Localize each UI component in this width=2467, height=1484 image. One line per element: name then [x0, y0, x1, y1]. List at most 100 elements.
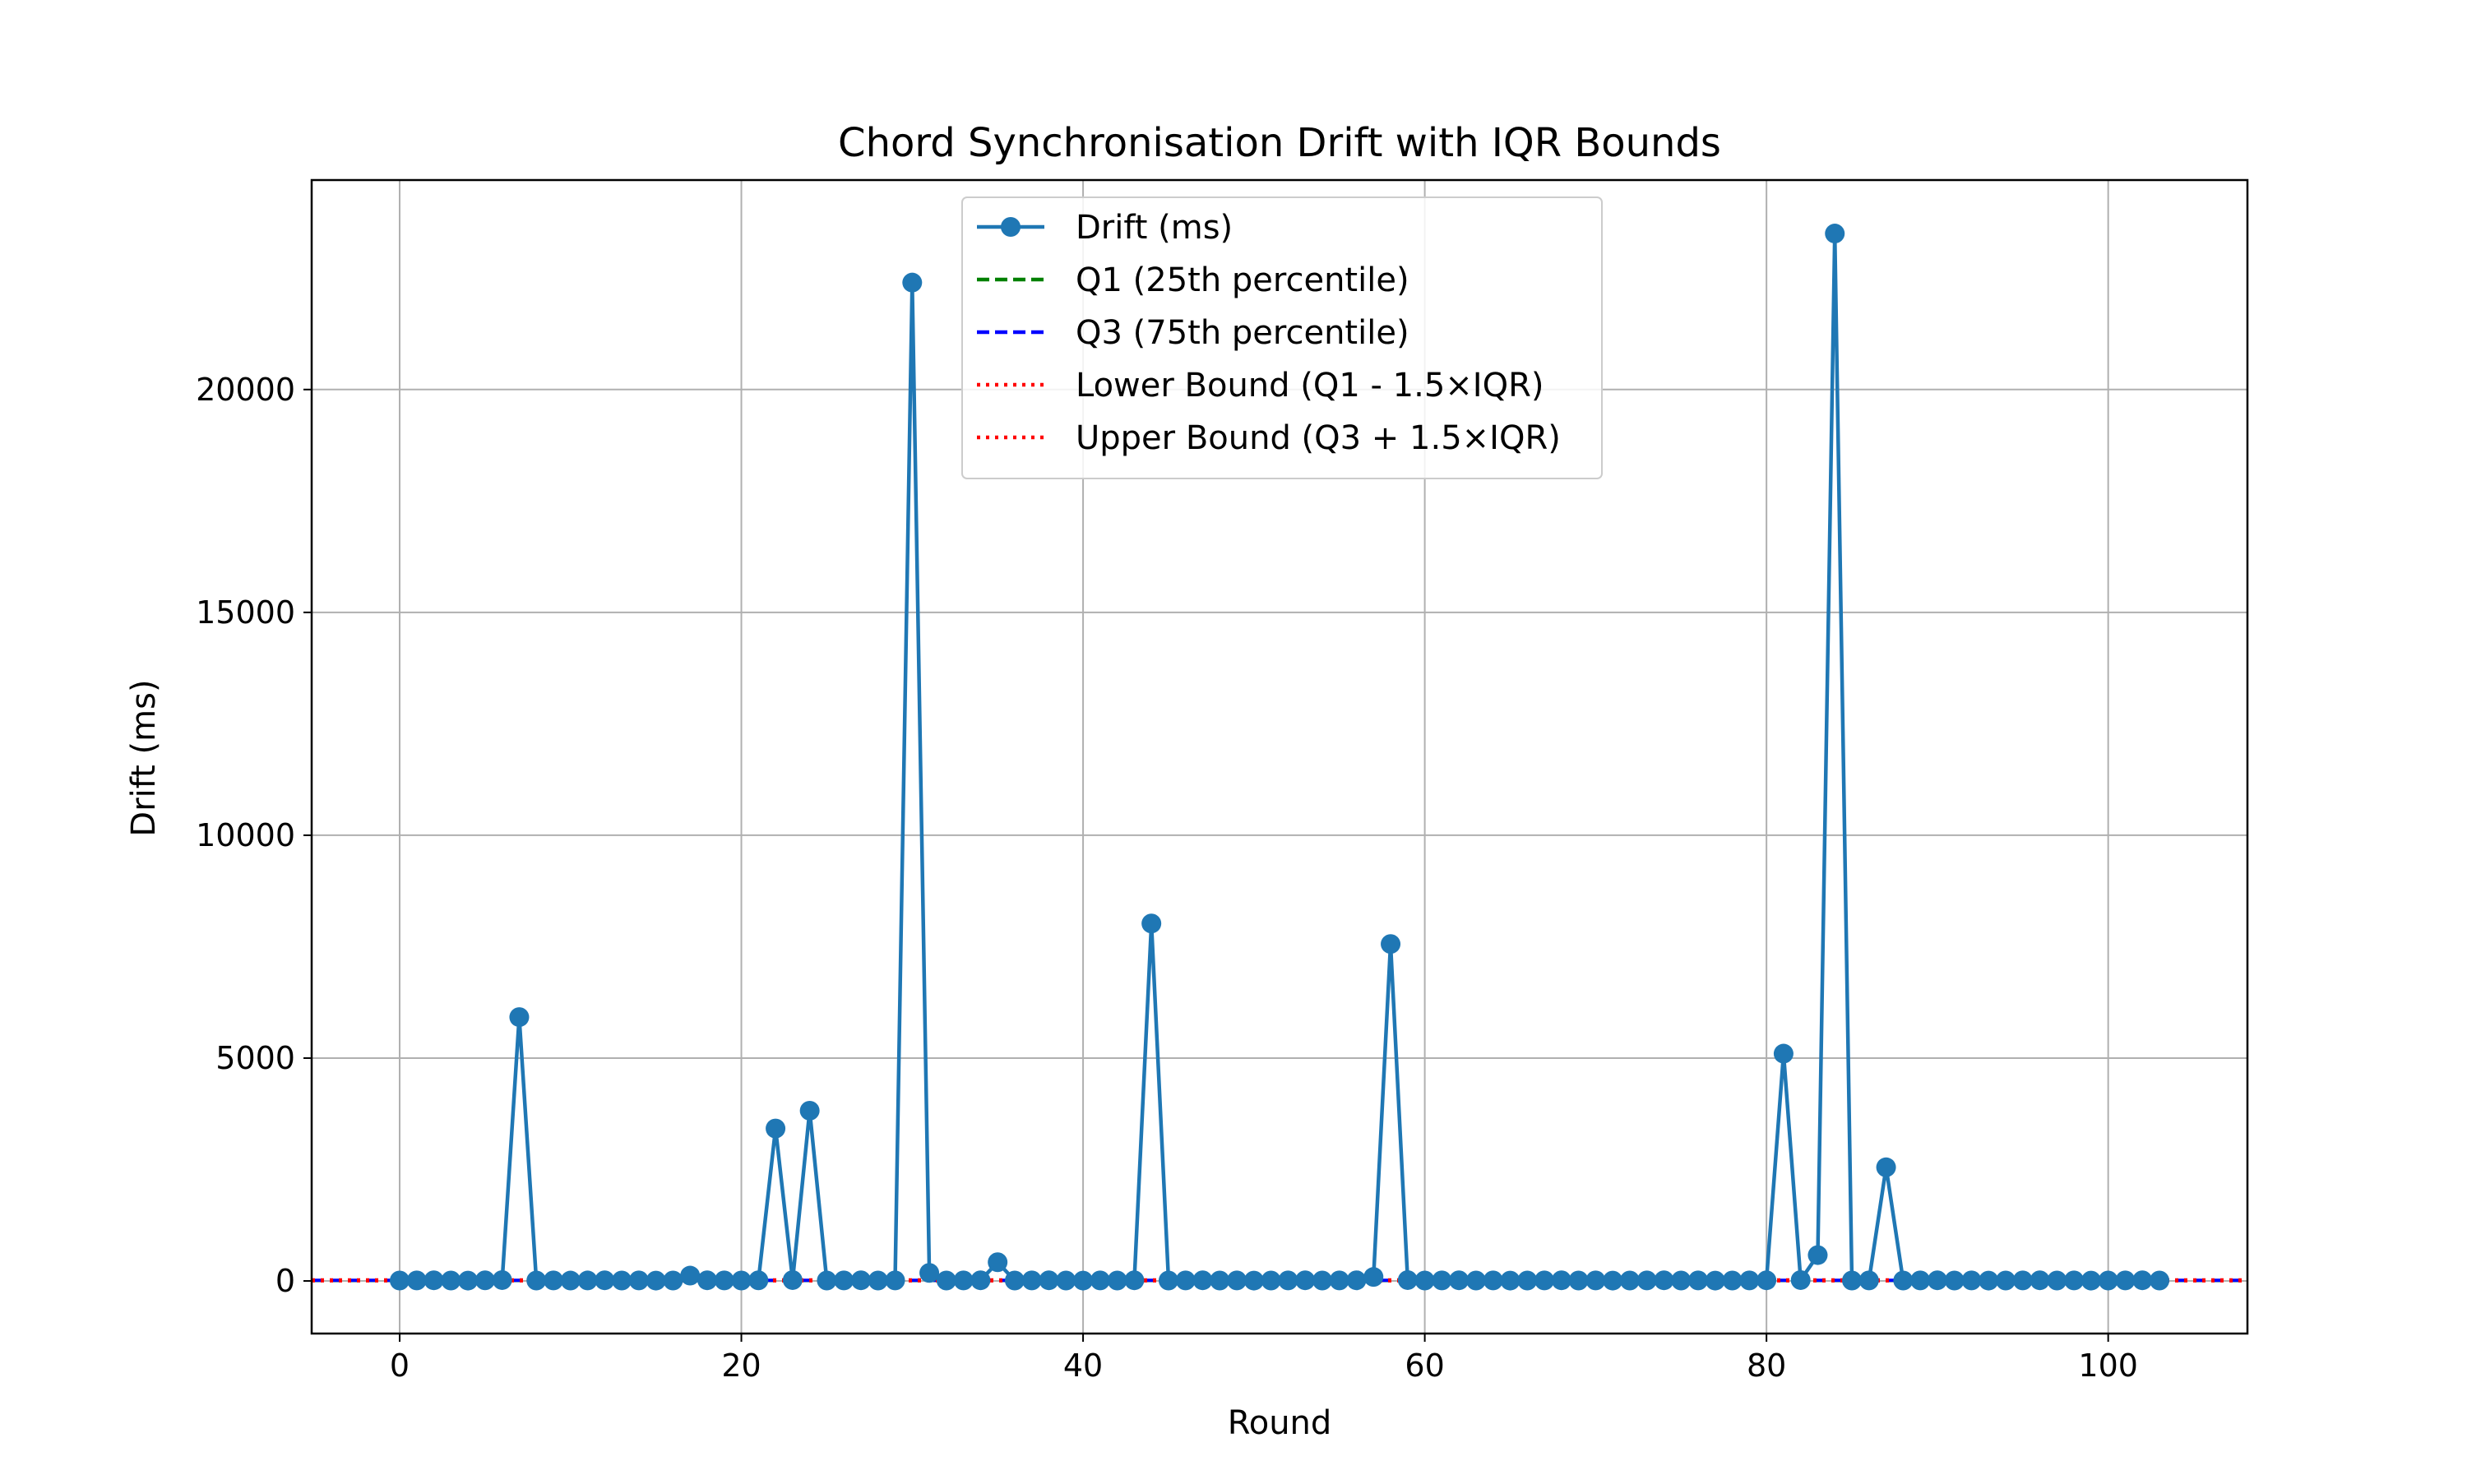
- drift-point: [1107, 1270, 1127, 1291]
- drift-point: [458, 1270, 479, 1291]
- drift-point: [868, 1270, 888, 1291]
- drift-point: [1858, 1270, 1879, 1291]
- drift-point: [1295, 1270, 1316, 1291]
- drift-point: [1483, 1270, 1503, 1291]
- x-tick-label: 100: [2078, 1348, 2138, 1384]
- drift-point: [1449, 1270, 1470, 1291]
- drift-point: [1346, 1270, 1367, 1291]
- drift-point: [1175, 1270, 1196, 1291]
- drift-point: [543, 1270, 563, 1291]
- drift-point: [680, 1265, 701, 1286]
- drift-point: [1688, 1270, 1709, 1291]
- axis-ticks: 0 20 40 60 80 100 0 5000 10000 15000 20000: [196, 372, 2138, 1384]
- legend-label-2: Q3 (75th percentile): [1076, 314, 1409, 352]
- drift-point: [2030, 1270, 2050, 1291]
- drift-point: [1073, 1270, 1094, 1291]
- drift-point: [577, 1270, 598, 1291]
- drift-point: [1790, 1269, 1811, 1290]
- drift-point: [1004, 1270, 1025, 1291]
- legend-marker-0: [1001, 217, 1021, 237]
- drift-point: [1329, 1270, 1349, 1291]
- drift-point: [509, 1007, 530, 1028]
- drift-point: [2012, 1270, 2033, 1291]
- drift-point: [1039, 1270, 1059, 1291]
- drift-point: [628, 1270, 649, 1291]
- drift-point: [1757, 1270, 1777, 1291]
- drift-point: [595, 1270, 615, 1291]
- x-tick-label: 20: [721, 1348, 761, 1384]
- drift-point: [714, 1270, 734, 1291]
- drift-point: [1397, 1269, 1418, 1290]
- drift-point: [1210, 1270, 1230, 1291]
- drift-point: [885, 1270, 905, 1291]
- drift-point: [1636, 1270, 1657, 1291]
- drift-point: [919, 1263, 940, 1283]
- drift-point: [2047, 1270, 2067, 1291]
- y-tick-label: 15000: [196, 594, 295, 631]
- drift-point: [1910, 1270, 1931, 1291]
- drift-series: [390, 224, 2169, 1291]
- drift-point: [1551, 1270, 1571, 1291]
- chart-title: Chord Synchronisation Drift with IQR Bou…: [838, 120, 1721, 166]
- drift-point: [1192, 1270, 1213, 1291]
- legend-label-0: Drift (ms): [1076, 209, 1233, 247]
- x-tick-label: 80: [1747, 1348, 1786, 1384]
- drift-point: [1671, 1270, 1692, 1291]
- drift-point: [1414, 1270, 1435, 1291]
- x-tick-label: 0: [390, 1348, 410, 1384]
- drift-point: [441, 1270, 461, 1291]
- drift-point: [1825, 224, 1845, 244]
- drift-point: [560, 1270, 581, 1291]
- drift-point: [646, 1270, 666, 1291]
- drift-point: [748, 1270, 769, 1291]
- drift-point: [492, 1269, 512, 1290]
- legend-box: [961, 196, 1603, 479]
- plot-area-frame: [310, 178, 2249, 1335]
- drift-point: [731, 1270, 752, 1291]
- legend: Drift (ms) Q1 (25th percentile) Q3 (75th p…: [961, 196, 1603, 479]
- drift-point: [526, 1270, 547, 1291]
- drift-point: [817, 1270, 837, 1291]
- legend-label-4: Upper Bound (Q3 + 1.5×IQR): [1076, 419, 1561, 457]
- drift-point: [1619, 1270, 1640, 1291]
- drift-point: [406, 1270, 427, 1291]
- drift-point: [799, 1100, 820, 1121]
- drift-point: [1124, 1270, 1145, 1291]
- drift-point: [1312, 1270, 1332, 1291]
- drift-point: [1961, 1270, 1982, 1291]
- drift-point: [1261, 1270, 1281, 1291]
- y-tick-label: 10000: [196, 817, 295, 853]
- drift-point: [1090, 1270, 1110, 1291]
- drift-point: [1893, 1270, 1914, 1291]
- drift-point: [766, 1118, 786, 1139]
- drift-point: [1141, 913, 1162, 934]
- drift-point: [2098, 1270, 2118, 1291]
- drift-point: [1585, 1270, 1606, 1291]
- drift-point: [1465, 1270, 1486, 1291]
- drift-point: [1979, 1270, 1999, 1291]
- drift-point: [424, 1270, 444, 1291]
- drift-point: [782, 1269, 803, 1290]
- drift-point: [1021, 1270, 1042, 1291]
- drift-point: [1654, 1270, 1674, 1291]
- drift-point: [1432, 1270, 1452, 1291]
- drift-point: [697, 1270, 717, 1291]
- drift-point: [2132, 1270, 2153, 1291]
- legend-label-3: Lower Bound (Q1 - 1.5×IQR): [1076, 367, 1544, 405]
- drift-point: [474, 1270, 495, 1291]
- drift-point: [1363, 1267, 1384, 1288]
- drift-point: [953, 1270, 974, 1291]
- drift-point: [612, 1270, 632, 1291]
- drift-point: [1500, 1270, 1520, 1291]
- drift-point: [1603, 1270, 1623, 1291]
- drift-point: [936, 1270, 956, 1291]
- drift-point: [1807, 1245, 1828, 1265]
- x-axis-label: Round: [1228, 1404, 1332, 1442]
- drift-point: [988, 1252, 1008, 1273]
- drift-point: [970, 1270, 991, 1291]
- drift-point: [1568, 1270, 1589, 1291]
- drift-point: [1227, 1270, 1247, 1291]
- drift-point: [1534, 1270, 1555, 1291]
